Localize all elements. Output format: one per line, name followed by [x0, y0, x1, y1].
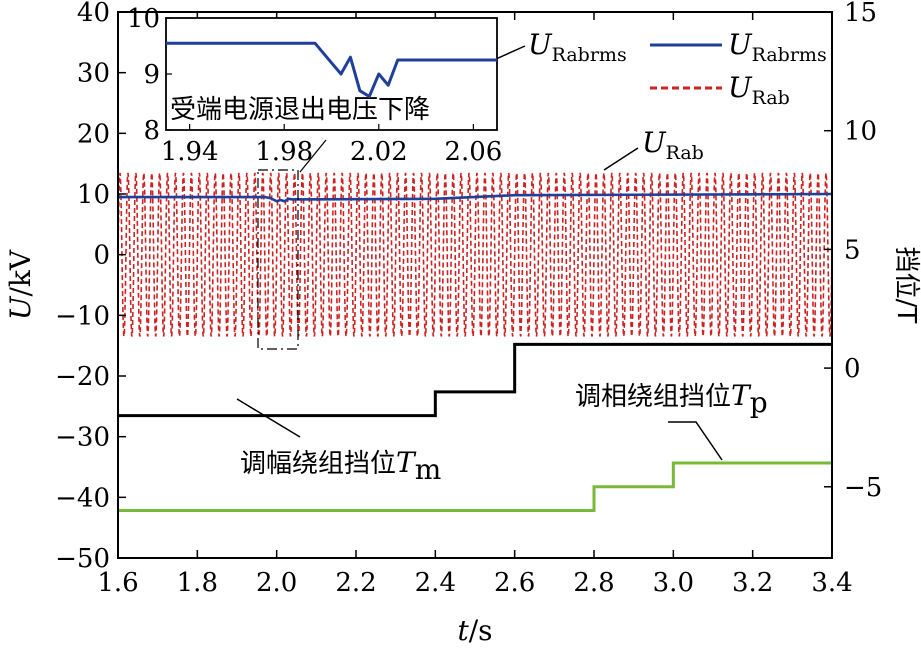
- annotation-tm: 调幅绕组挡位Tm: [240, 446, 441, 486]
- y-tick-label-left: 20: [77, 119, 110, 149]
- legend-label-rab: URab: [728, 71, 790, 109]
- traces: [118, 172, 832, 513]
- zoom-leader: [299, 139, 327, 173]
- x-tick-label: 3.4: [811, 568, 852, 598]
- annotation-rabrms-inset: URabrms: [528, 28, 627, 66]
- y-tick-label-right: −5: [844, 473, 882, 503]
- y-tick-label-left: −10: [55, 301, 110, 331]
- inset: 1.94 1.98 2.02 2.06 8 9 10 受端电源退出电压下降: [127, 4, 502, 167]
- y-tick-label-right: 10: [844, 117, 877, 147]
- x-tick-label: 2.6: [494, 568, 535, 598]
- y-tick-label-left: −40: [55, 483, 110, 513]
- inset-ticks: 1.94 1.98 2.02 2.06 8 9 10: [127, 4, 502, 167]
- y-tick-label-left: 40: [77, 0, 110, 28]
- y-tick-label-left: 0: [93, 241, 110, 271]
- y-axis-label-right: 挡位/T: [891, 247, 921, 324]
- inset-y-tick-label: 9: [143, 60, 160, 90]
- y-tick-label-right: 5: [844, 235, 861, 265]
- rab-leader: [603, 147, 639, 171]
- inset-x-tick-label: 1.98: [255, 137, 313, 167]
- series-tp-step: [118, 461, 832, 513]
- tp-leader: [668, 421, 723, 461]
- zoom-region-box: [257, 169, 299, 350]
- x-tick-label: 2.0: [256, 568, 297, 598]
- x-tick-label: 1.6: [97, 568, 138, 598]
- x-tick-label: 3.2: [732, 568, 773, 598]
- x-tick-label: 2.2: [335, 568, 376, 598]
- y-tick-label-left: −50: [55, 544, 110, 574]
- x-tick-label: 1.8: [177, 568, 218, 598]
- x-tick-label: 2.8: [573, 568, 614, 598]
- plot-frame: [117, 11, 833, 559]
- y-tick-label-left: −20: [55, 362, 110, 392]
- legend-label-rabrms: URabrms: [728, 28, 827, 66]
- y-axis-label-left: U/kV: [4, 249, 37, 320]
- legend: URabrms URab: [650, 28, 827, 109]
- axis-ticks: 1.6 1.8 2.0 2.2 2.4 2.6 2.8 3.0 3.2 3.4−50−40−30−…: [55, 0, 882, 598]
- inset-x-tick-label: 1.94: [161, 137, 219, 167]
- inset-x-tick-label: 2.06: [444, 137, 502, 167]
- inset-y-tick-label: 10: [127, 4, 160, 34]
- y-tick-label-left: −30: [55, 423, 110, 453]
- y-tick-label-left: 30: [77, 59, 110, 89]
- inset-title: 受端电源退出电压下降: [170, 95, 430, 125]
- x-axis-label: t/s: [457, 614, 492, 646]
- y-tick-label-right: 0: [844, 354, 861, 384]
- y-tick-label-left: 10: [77, 180, 110, 210]
- annotation-tp: 调相绕组挡位Tp: [575, 379, 768, 419]
- x-tick-label: 3.0: [653, 568, 694, 598]
- x-tick-label: 2.4: [415, 568, 456, 598]
- inset-x-tick-label: 2.02: [350, 137, 408, 167]
- tm-leader: [236, 398, 301, 438]
- annotations: URab URabrms 调幅绕组挡位Tm 调相绕组挡位Tp: [236, 28, 768, 486]
- y-tick-label-right: 15: [844, 0, 877, 28]
- annotation-rab: URab: [642, 126, 704, 164]
- series-rabrms-line: [118, 192, 832, 203]
- series-tm-step: [118, 342, 832, 418]
- inset-rabrms-line: [166, 41, 497, 98]
- inset-y-tick-label: 8: [143, 116, 160, 146]
- series-rab-line: [118, 172, 832, 337]
